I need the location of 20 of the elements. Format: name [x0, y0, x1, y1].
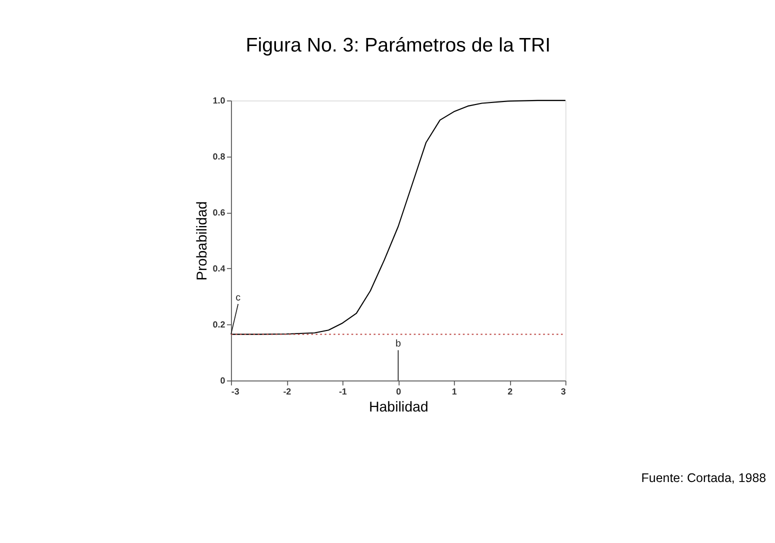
y-tick-label: 0.2 — [212, 320, 226, 330]
y-tick-label: 0 — [220, 376, 226, 386]
annotation: b — [395, 338, 402, 350]
y-tick-label: 1.0 — [212, 96, 226, 106]
x-tick-label: 2 — [508, 386, 513, 396]
source-note: Fuente: Cortada, 1988 — [641, 471, 766, 486]
x-tick-label: 0 — [396, 386, 402, 396]
y-tick-label: 0.8 — [212, 152, 226, 162]
x-tick-label: -3 — [231, 386, 240, 396]
x-tick-label: -2 — [283, 386, 292, 396]
y-tick-label: 0.4 — [212, 264, 226, 274]
annotation: c — [236, 292, 241, 304]
x-tick-label: 1 — [452, 386, 457, 396]
x-axis-title: Habilidad — [368, 399, 428, 416]
line-series — [230, 100, 566, 335]
chart-title: Figura No. 3: Parámetros de la TRI — [246, 34, 551, 56]
y-tick-label: 0.6 — [212, 208, 226, 218]
x-tick-label: 3 — [560, 386, 566, 396]
y-axis-title: Probabilidad — [194, 201, 211, 281]
x-tick-label: -1 — [338, 386, 347, 396]
